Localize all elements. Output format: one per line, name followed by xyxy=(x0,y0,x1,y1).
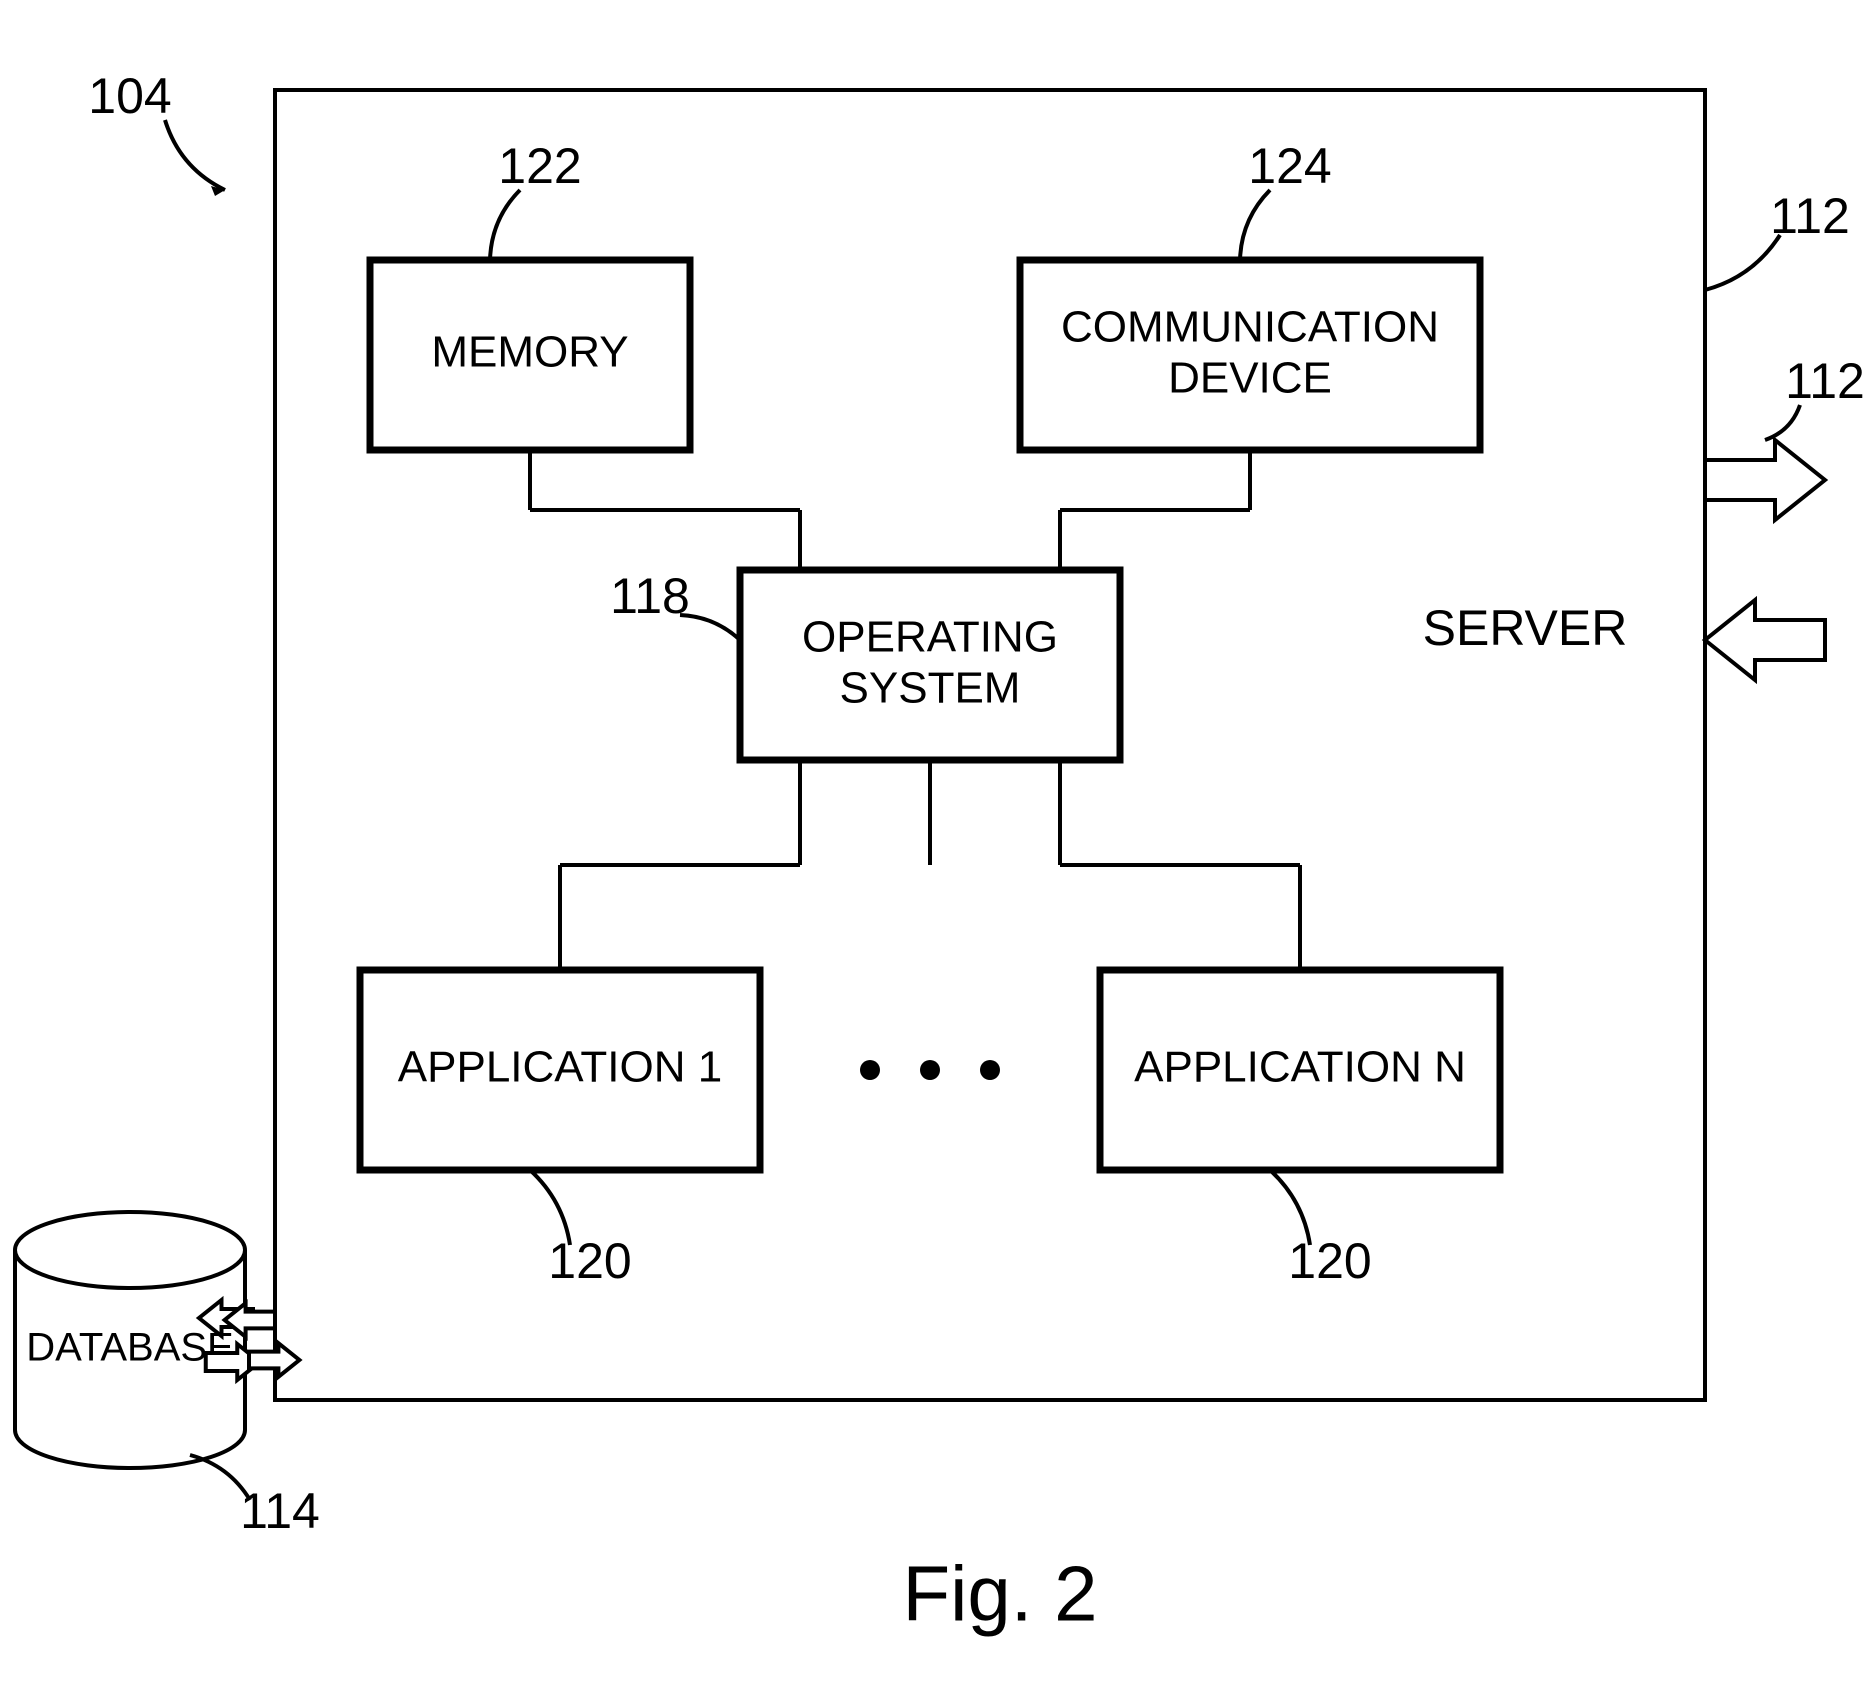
svg-text:124: 124 xyxy=(1248,138,1331,194)
application-n-box: APPLICATION N xyxy=(1100,970,1500,1170)
communication-device-box: COMMUNICATIONDEVICE xyxy=(1020,260,1480,450)
svg-text:APPLICATION 1: APPLICATION 1 xyxy=(398,1043,722,1092)
svg-text:104: 104 xyxy=(88,68,171,124)
svg-text:Fig. 2: Fig. 2 xyxy=(902,1550,1097,1638)
server-arrow-in xyxy=(1705,600,1825,680)
svg-text:SERVER: SERVER xyxy=(1423,600,1628,656)
svg-text:112: 112 xyxy=(1770,188,1850,244)
svg-text:MEMORY: MEMORY xyxy=(431,328,628,377)
svg-text:120: 120 xyxy=(1288,1233,1371,1289)
operating-system-box: OPERATINGSYSTEM xyxy=(740,570,1120,760)
svg-text:120: 120 xyxy=(548,1233,631,1289)
svg-text:APPLICATION N: APPLICATION N xyxy=(1134,1043,1466,1092)
svg-text:DATABASE: DATABASE xyxy=(26,1326,233,1370)
server-arrow-out xyxy=(1705,440,1825,520)
svg-text:114: 114 xyxy=(240,1483,320,1539)
memory-box: MEMORY xyxy=(370,260,690,450)
svg-text:118: 118 xyxy=(610,568,690,624)
svg-text:122: 122 xyxy=(498,138,581,194)
svg-text:OPERATINGSYSTEM: OPERATINGSYSTEM xyxy=(802,612,1058,712)
application-1-box: APPLICATION 1 xyxy=(360,970,760,1170)
database-cylinder: DATABASE xyxy=(15,1212,245,1468)
svg-text:112: 112 xyxy=(1785,353,1865,409)
